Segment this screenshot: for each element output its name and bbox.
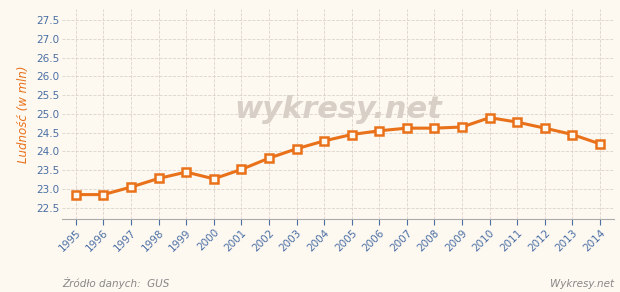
Text: Wykresy.net: Wykresy.net	[550, 279, 614, 289]
Y-axis label: Ludność (w mln): Ludność (w mln)	[17, 65, 30, 163]
Text: wykresy.net: wykresy.net	[234, 95, 442, 124]
Text: Żródło danych:  GUS: Żródło danych: GUS	[62, 277, 169, 289]
